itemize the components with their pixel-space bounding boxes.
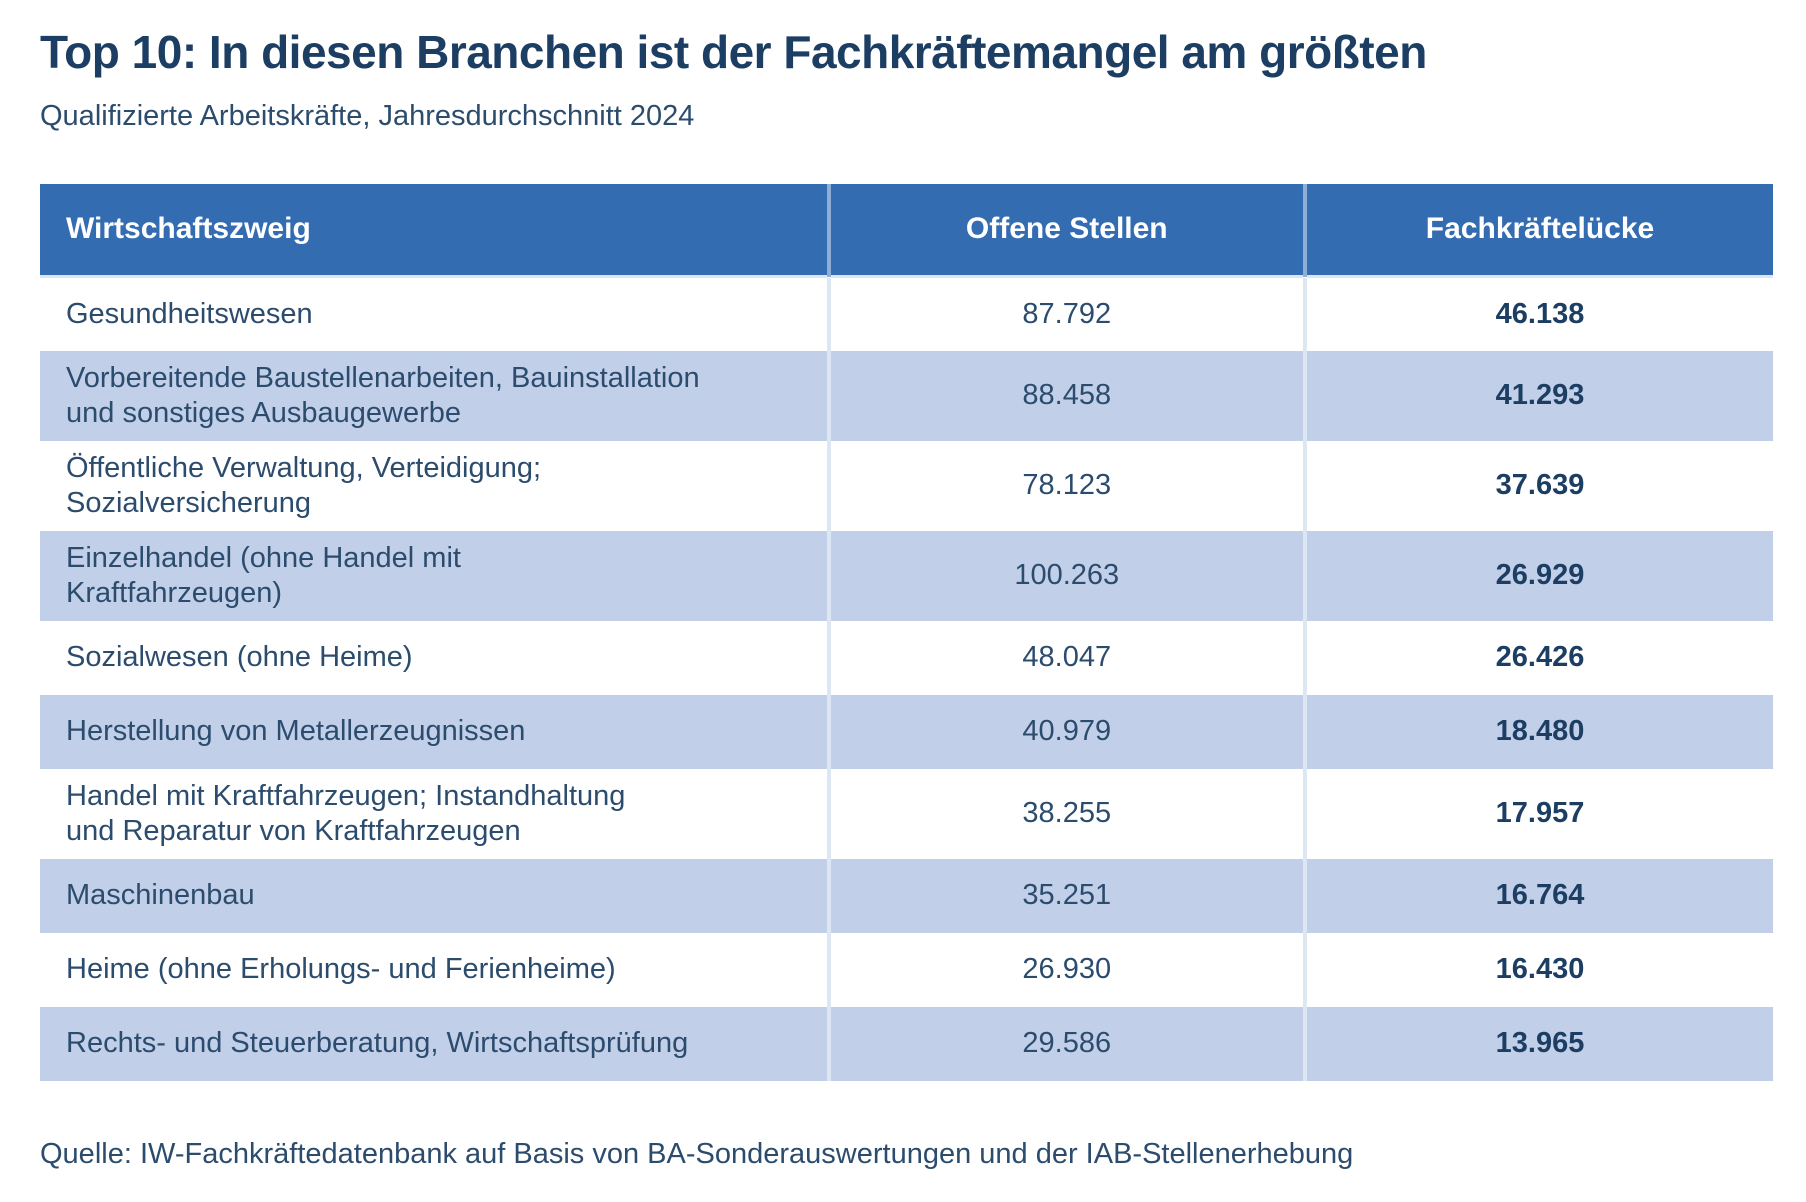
open-positions-cell: 87.792 [826, 276, 1306, 351]
skills-gap-cell: 16.764 [1303, 858, 1773, 933]
open-positions-cell: 48.047 [826, 620, 1306, 695]
col-header-open-positions: Offene Stellen [826, 183, 1306, 279]
sector-cell: Einzelhandel (ohne Handel mit Kraftfahrz… [40, 530, 829, 621]
table-row: Vorbereitende Baustellenarbeiten, Bauins… [40, 350, 1773, 441]
table-row: Heime (ohne Erholungs- und Ferienheime) 2… [40, 932, 1773, 1007]
open-positions-cell: 26.930 [826, 932, 1306, 1007]
table-header-row: Wirtschaftszweig Offene Stellen Fachkräf… [40, 183, 1773, 279]
sector-cell: Herstellung von Metallerzeugnissen [40, 694, 829, 769]
sector-cell: Gesundheitswesen [40, 276, 829, 351]
page-title: Top 10: In diesen Branchen ist der Fachk… [40, 26, 1427, 78]
col-header-skills-gap: Fachkräftelücke [1303, 183, 1773, 279]
open-positions-cell: 100.263 [826, 530, 1306, 621]
open-positions-cell: 88.458 [826, 350, 1306, 441]
skills-gap-cell: 26.426 [1303, 620, 1773, 695]
open-positions-cell: 78.123 [826, 440, 1306, 531]
skills-gap-cell: 18.480 [1303, 694, 1773, 769]
sector-cell: Öffentliche Verwaltung, Verteidigung; So… [40, 440, 829, 531]
sector-cell: Handel mit Kraftfahrzeugen; Instandhaltu… [40, 768, 829, 859]
table-header: Wirtschaftszweig Offene Stellen Fachkräf… [40, 183, 1773, 279]
open-positions-cell: 35.251 [826, 858, 1306, 933]
page-subtitle: Qualifizierte Arbeitskräfte, Jahresdurch… [40, 99, 695, 132]
sector-cell: Rechts- und Steuerberatung, Wirtschaftsp… [40, 1006, 829, 1081]
sector-cell: Maschinenbau [40, 858, 829, 933]
open-positions-cell: 29.586 [826, 1006, 1306, 1081]
sector-cell: Vorbereitende Baustellenarbeiten, Bauins… [40, 350, 829, 441]
skills-gap-cell: 41.293 [1303, 350, 1773, 441]
skills-gap-cell: 17.957 [1303, 768, 1773, 859]
table-row: Gesundheitswesen 87.792 46.138 [40, 276, 1773, 351]
sector-cell: Sozialwesen (ohne Heime) [40, 620, 829, 695]
data-table: Wirtschaftszweig Offene Stellen Fachkräf… [40, 183, 1773, 1081]
col-header-sector: Wirtschaftszweig [40, 183, 829, 279]
table-row: Einzelhandel (ohne Handel mit Kraftfahrz… [40, 530, 1773, 621]
source-note: Quelle: IW-Fachkräftedatenbank auf Basis… [40, 1137, 1354, 1170]
skills-gap-cell: 26.929 [1303, 530, 1773, 621]
table-row: Handel mit Kraftfahrzeugen; Instandhaltu… [40, 768, 1773, 859]
skills-gap-cell: 13.965 [1303, 1006, 1773, 1081]
open-positions-cell: 38.255 [826, 768, 1306, 859]
skills-gap-cell: 16.430 [1303, 932, 1773, 1007]
table-body: Gesundheitswesen 87.792 46.138 Vorbereitend… [40, 276, 1773, 1081]
skills-gap-cell: 37.639 [1303, 440, 1773, 531]
sector-cell: Heime (ohne Erholungs- und Ferienheime) [40, 932, 829, 1007]
table-row: Herstellung von Metallerzeugnissen 40.979… [40, 694, 1773, 769]
skills-gap-cell: 46.138 [1303, 276, 1773, 351]
table-row: Öffentliche Verwaltung, Verteidigung; So… [40, 440, 1773, 531]
table-row: Maschinenbau 35.251 16.764 [40, 858, 1773, 933]
infographic: Top 10: In diesen Branchen ist der Fachk… [40, 26, 1773, 1170]
table-row: Rechts- und Steuerberatung, Wirtschaftsp… [40, 1006, 1773, 1081]
table-row: Sozialwesen (ohne Heime) 48.047 26.426 [40, 620, 1773, 695]
open-positions-cell: 40.979 [826, 694, 1306, 769]
